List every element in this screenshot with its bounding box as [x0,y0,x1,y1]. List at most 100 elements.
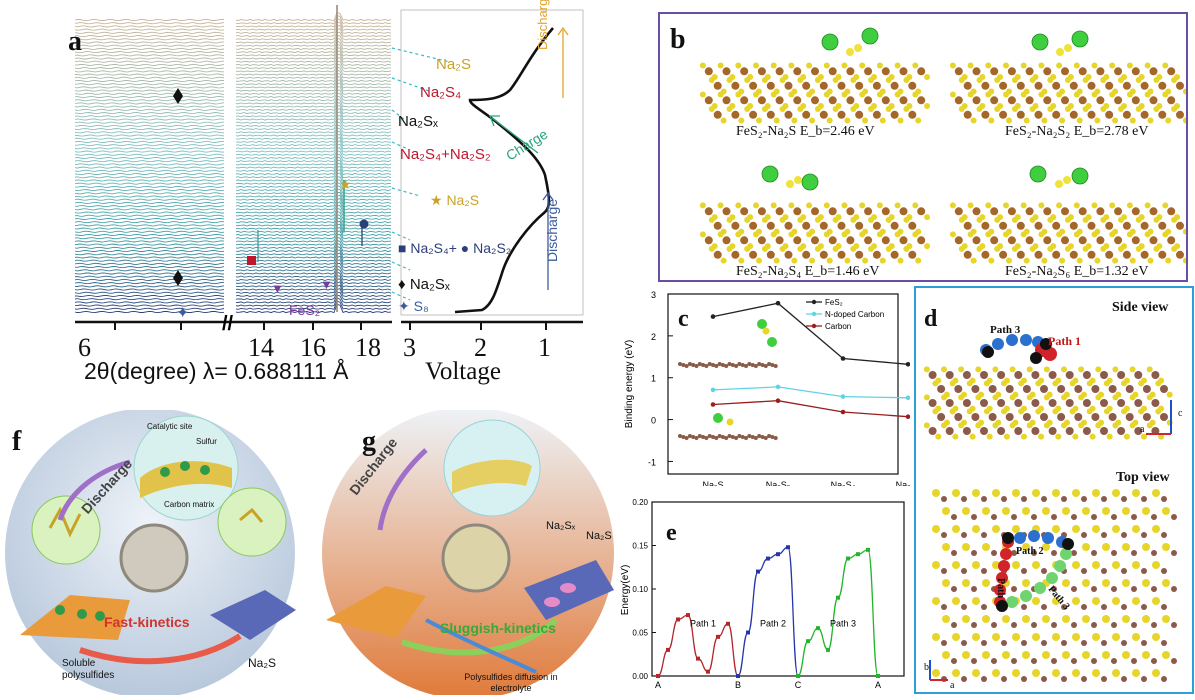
xrd-trace [74,288,225,291]
fe-atom [899,236,908,245]
fe-atom [784,81,793,90]
s-atom [1073,91,1080,98]
path-atom [1020,590,1032,602]
xrd-trace [235,169,392,179]
s-atom [841,62,848,69]
catalytic-site [95,611,105,621]
xrd-trace [74,185,225,188]
path-atom [1046,572,1058,584]
xrd-trace [74,166,225,169]
fe-atom [941,496,947,502]
fe-atom [1071,586,1077,592]
fe-atom [981,250,990,259]
fe-atom [766,221,775,230]
s-atom [1029,77,1036,83]
panel-f-letter: f [12,426,22,457]
data-point [796,674,800,678]
fe-atom [1048,371,1057,379]
s-atom [1126,202,1133,209]
s-atom [1091,202,1098,209]
s-atom [1073,202,1080,209]
fe-atom [837,221,846,230]
fe-atom [1131,658,1137,664]
fe-atom [1031,550,1037,556]
fe-atom [981,221,990,230]
orange-sheet [326,586,426,638]
s-atom [1095,422,1102,429]
s-atom [1129,366,1136,373]
s-atom [1022,543,1030,551]
xrd-trace [235,76,392,86]
fe-atom [1043,67,1052,76]
fe-atom [1031,658,1037,664]
graphene-atom [681,363,686,367]
s-atom [806,62,813,69]
fe-atom [1078,236,1087,245]
fe-atom [1140,250,1149,259]
s-atom [791,117,798,124]
s-atom [797,245,804,252]
xrd-trace [74,147,225,150]
fe-atom [981,110,990,119]
star-marker: ★ [339,176,352,192]
s-atom [952,525,960,533]
s-atom [1001,380,1007,387]
s-atom [1144,62,1151,69]
s-atom [932,380,939,387]
s-atom [797,216,804,223]
legend-label: Carbon [825,322,851,331]
s-atom [862,117,869,124]
s-atom [941,366,947,373]
s-atom [1144,231,1151,238]
s-atom [770,202,777,209]
s-atom [1155,380,1162,387]
fe-atom [954,236,963,245]
graphene-atom [734,364,739,368]
fe-atom [1176,221,1184,230]
s-atom [1122,579,1130,587]
fe-atom [1122,110,1131,119]
x-tick-label: B [735,680,741,690]
fe-atom [731,221,740,230]
s-atom [761,216,768,223]
xrd-trace [235,47,392,57]
fe-atom [1108,385,1117,393]
fe-atom [1151,658,1157,664]
fe-atom [1141,532,1147,538]
panel-b: b FeS₂-Na₂S E_b=2.46 eV FeS₂-Na₂S₂ E_b=2… [658,12,1189,282]
fe-atom [990,207,999,216]
fe-atom [981,81,990,90]
y-tick-label: 2 [651,332,656,342]
fe-atom [1158,250,1167,259]
fe-atom [1131,586,1137,592]
fe-atom [740,67,749,76]
s-atom [823,62,830,69]
s-atom [1064,44,1072,52]
s-atom [1020,91,1027,98]
fe-atom [1040,385,1048,393]
fe-atom [1100,399,1108,407]
s-atom [1095,366,1102,373]
fe-atom [1081,604,1087,610]
fe-atom [704,207,713,216]
panel-c-letter: c [678,306,689,332]
s-atom [1086,380,1093,387]
fe-atom [881,96,890,105]
s-atom [912,231,919,238]
xrd-trace [235,281,392,291]
s-atom [949,380,956,387]
xrd-trace [235,205,392,214]
graphene-atom [678,434,682,438]
xrd-trace [74,28,225,31]
diamond-marker [173,270,183,286]
s-atom [988,257,995,264]
panel-b-structures [699,27,1189,264]
xrd-trace [235,278,392,288]
fe-atom [1100,371,1108,379]
s-atom [1122,615,1130,623]
fe-atom [991,658,997,664]
panel-c: -1 0 1 2 3 Binding energy (eV) Na₂S Na₂S₂ Na₂S₄ N… [618,286,921,490]
s-atom [744,106,751,112]
s-atom [753,62,759,69]
s-atom [773,257,780,264]
